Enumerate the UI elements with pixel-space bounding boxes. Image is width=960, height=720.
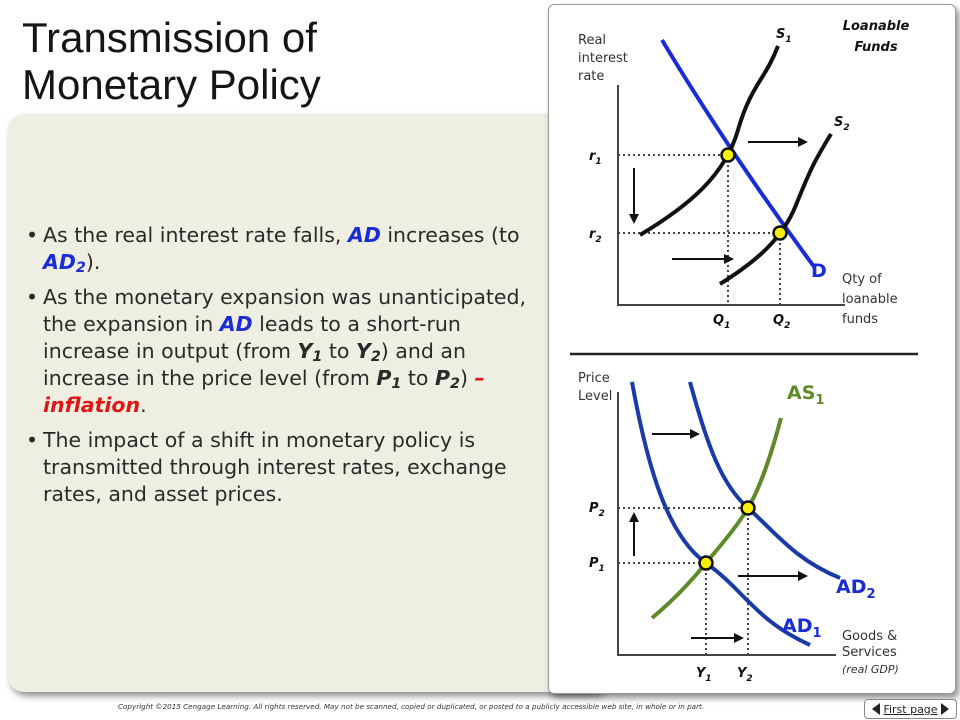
real-gdp-axis-note: (real GDP): [842, 663, 899, 676]
ad2-label: AD2: [836, 576, 876, 602]
goods-services-axis-label: Goods & Services: [842, 629, 901, 660]
bullet-list: As the real interest rate falls, AD incr…: [26, 222, 546, 516]
bullet-1-ad2-letters: AD: [43, 250, 76, 274]
first-page-label: First page: [883, 702, 938, 716]
q2-label: Q2: [773, 313, 790, 331]
bullet-2-text-a: As the monetary expansion was unanticipa…: [43, 285, 527, 336]
price-level-axis-label: Price Level: [578, 371, 614, 404]
as1-curve: [650, 417, 783, 620]
graph-panel: [548, 4, 956, 694]
bullet-2-text-g: .: [140, 393, 147, 417]
bullet-2-y1-sub: 1: [312, 348, 323, 365]
r2-label: r2: [589, 227, 602, 245]
bullet-1-ad2: AD2: [43, 250, 86, 276]
equilibrium-point-ad1: [698, 555, 714, 571]
ad1-curve: [630, 381, 811, 647]
bullet-2-text-d: ) and an increase in the price level (fr…: [43, 339, 466, 390]
s1-label: S1: [776, 27, 792, 45]
bullet-2-inflation: – inflation: [43, 366, 485, 417]
copyright-notice: Copyright ©2015 Cengage Learning. All ri…: [118, 702, 705, 711]
bullet-2-p1-letter: P: [376, 366, 392, 390]
bullet-1-ad: AD: [347, 223, 381, 247]
bullet-2-y2-letter: Y: [355, 339, 371, 363]
bullet-2-p2-sub: 2: [449, 375, 460, 392]
s2-label: S2: [834, 115, 850, 133]
loanable-funds-axes: [617, 85, 845, 306]
bullet-2-ad: AD: [219, 312, 253, 336]
text-panel: As the real interest rate falls, AD incr…: [8, 114, 608, 692]
bullet-2-p2: P2: [434, 366, 460, 392]
ad-as-axes: [617, 392, 836, 656]
d-label: D: [811, 260, 827, 282]
p2-label: P2: [589, 501, 605, 519]
slide-title: Transmission of Monetary Policy: [22, 14, 542, 108]
equilibrium-point-1: [720, 147, 736, 163]
ad-as-graph: Price Level Goods & Services (real GDP) …: [578, 371, 901, 684]
qty-loanable-funds-axis-label: Qty of loanable funds: [842, 272, 902, 327]
first-page-button[interactable]: First page: [864, 699, 957, 719]
bullet-2-text-f: ): [459, 366, 475, 390]
slide-title-line-2: Monetary Policy: [22, 61, 321, 108]
loanable-funds-title-line-1: Loanable: [843, 19, 910, 34]
equilibrium-point-ad2: [740, 500, 756, 516]
bullet-2-y1: Y1: [297, 339, 323, 365]
supply-curve-s2: [718, 132, 833, 286]
loanable-funds-title-line-2: Funds: [854, 40, 897, 55]
y1-label: Y1: [696, 666, 712, 684]
bullet-item-transmission: The impact of a shift in monetary policy…: [26, 427, 546, 508]
bullet-2-text-e: to: [401, 366, 435, 390]
ad2-curve: [688, 381, 841, 580]
bullet-2-p1: P1: [376, 366, 402, 392]
bullet-2-y2-sub: 2: [370, 348, 381, 365]
equilibrium-point-2: [772, 225, 788, 241]
bullet-2-p1-sub: 1: [391, 375, 402, 392]
as1-label: AS1: [787, 382, 824, 408]
bullet-item-short-run: As the monetary expansion was unanticipa…: [26, 284, 546, 419]
bullet-3-text: The impact of a shift in monetary policy…: [43, 428, 507, 506]
r1-label: r1: [589, 149, 602, 167]
bullet-2-y1-letter: Y: [297, 339, 313, 363]
bullet-1-text-a: As the real interest rate falls,: [43, 223, 348, 247]
q1-label: Q1: [713, 313, 730, 331]
supply-curve-s1: [638, 45, 780, 237]
slide-title-line-1: Transmission of: [22, 14, 317, 61]
bullet-1-text-c: ).: [85, 250, 101, 274]
bullet-2-y2: Y2: [355, 339, 381, 365]
bullet-1-ad2-sub: 2: [75, 259, 86, 276]
real-interest-rate-axis-label: Real interest rate: [578, 33, 632, 84]
arrow-right-icon: [940, 703, 949, 715]
bullet-2-text-c: to: [322, 339, 356, 363]
bullet-1-text-b: increases (to: [380, 223, 520, 247]
bullet-2-text-b: leads to a short-run increase in output …: [43, 312, 461, 363]
y2-label: Y2: [737, 666, 753, 684]
arrow-left-icon: [872, 703, 881, 715]
bullet-item-ad-increase: As the real interest rate falls, AD incr…: [26, 222, 546, 276]
p1-label: P1: [589, 556, 605, 574]
loanable-funds-graph: Loanable Funds Real interest rate Qty of…: [578, 19, 909, 331]
ad1-label: AD1: [782, 615, 822, 641]
bullet-2-p2-letter: P: [434, 366, 450, 390]
